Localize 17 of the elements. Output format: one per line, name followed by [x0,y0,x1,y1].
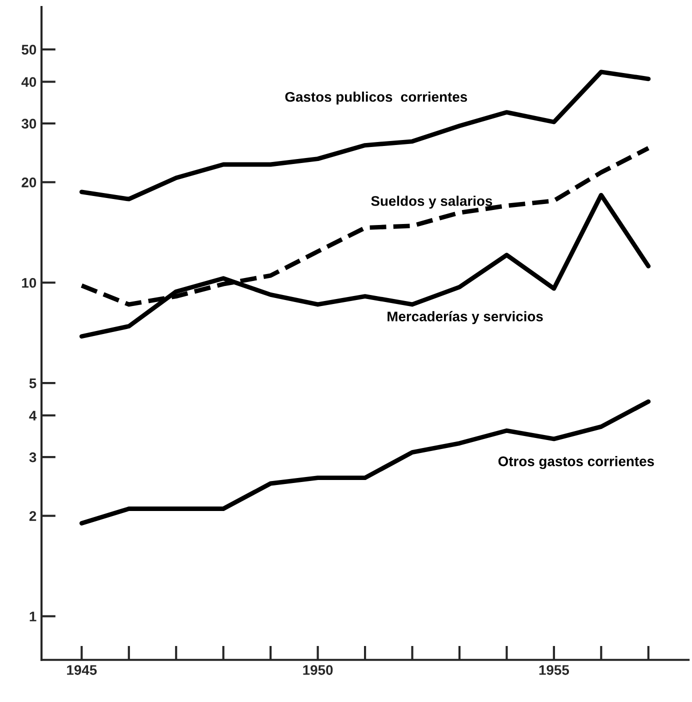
series-label: Otros gastos corrientes [498,456,654,470]
y-tick-label: 10 [22,278,36,288]
series-label: Sueldos y salarios [371,196,492,209]
y-tick-label: 1 [30,612,36,622]
x-tick-label: 1945 [67,665,97,675]
y-tick-label: 2 [29,511,36,521]
y-tick-label: 20 [22,178,36,188]
y-tick-label: 30 [22,118,36,129]
series-label: Gastos publicos corrientes [285,92,468,105]
series-label: Mercaderías y servicios [388,311,543,324]
y-tick-label: 3 [29,452,36,462]
y-tick-label: 40 [21,77,36,87]
y-tick-label: 50 [22,44,36,55]
y-tick-label: 5 [29,378,36,388]
x-tick-label: 1955 [539,665,570,675]
y-tick-label: 4 [29,410,37,420]
x-tick-label: 1950 [303,665,333,675]
